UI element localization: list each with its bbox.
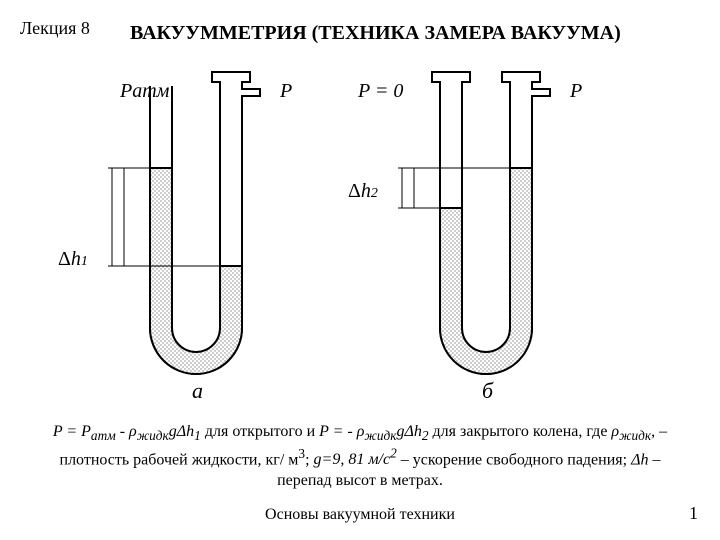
sublabel-b: б [482,378,493,404]
manometer-a [108,72,260,374]
manometer-b [398,72,550,374]
page-number: 1 [689,503,698,524]
diagram: Pатм P P = 0 P Δh1 Δh2 а б [0,60,720,400]
label-p-b: P [570,80,582,103]
formula-text: P = Pатм - ρжидкgΔh1 для открытого и P =… [40,422,680,491]
page-title: ВАКУУММЕТРИЯ (ТЕХНИКА ЗАМЕРА ВАКУУМА) [130,22,621,45]
label-dh2: Δh2 [348,180,378,203]
sublabel-a: а [192,378,203,404]
page: Лекция 8 ВАКУУММЕТРИЯ (ТЕХНИКА ЗАМЕРА ВА… [0,0,720,540]
label-p-a: P [280,80,292,103]
footer-text: Основы вакуумной техники [0,506,720,524]
lecture-number: Лекция 8 [20,18,90,39]
label-p-eq-0: P = 0 [358,80,403,103]
label-p-atm: Pатм [120,80,169,103]
manometers-svg [0,60,720,400]
label-dh1: Δh1 [58,248,88,271]
